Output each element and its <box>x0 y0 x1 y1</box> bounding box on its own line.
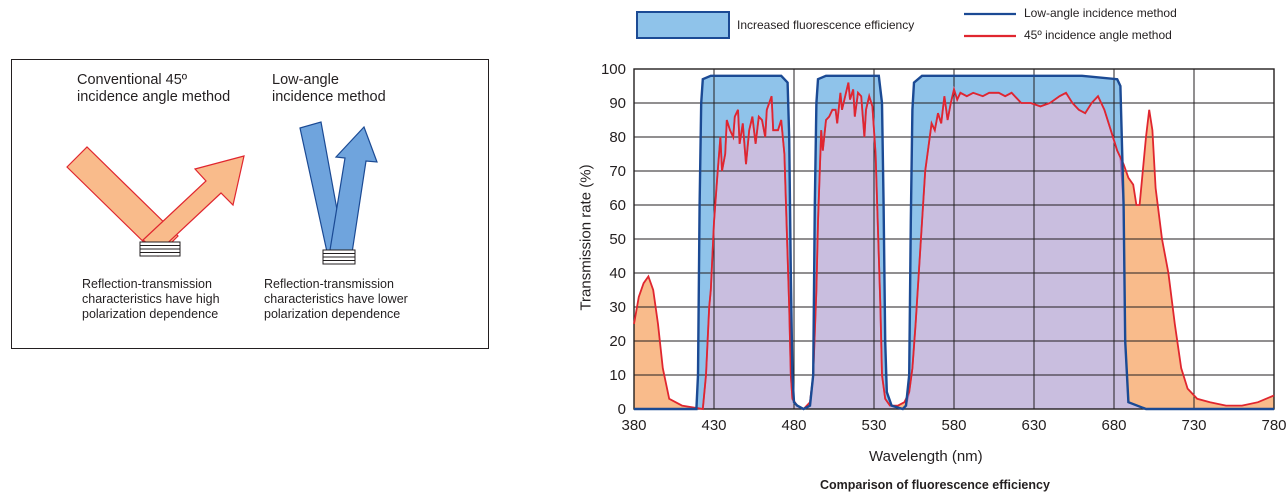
legend-efficiency-swatch <box>636 11 730 39</box>
conventional-caption: Reflection-transmission characteristics … <box>82 277 220 321</box>
layered-filter-icon <box>322 249 356 265</box>
incidence-method-diagram <box>11 59 489 349</box>
conventional-incident-arrow <box>66 146 179 257</box>
conventional-curve <box>633 82 1275 411</box>
x-tick-label: 580 <box>941 417 966 434</box>
y-tick-label: 30 <box>609 299 626 316</box>
low-angle-reflected-arrow <box>329 125 378 254</box>
x-tick-label: 530 <box>861 417 886 434</box>
low-angle-curve <box>634 74 1274 411</box>
x-tick-label: 680 <box>1101 417 1126 434</box>
y-tick-label: 20 <box>609 333 626 350</box>
layered-filter-icon <box>139 241 181 257</box>
y-tick-label: 50 <box>609 231 626 248</box>
x-tick-label: 380 <box>621 417 646 434</box>
y-tick-label: 80 <box>609 129 626 146</box>
legend-efficiency-label: Increased fluorescence efficiency <box>737 18 915 32</box>
y-tick-label: 40 <box>609 265 626 282</box>
y-tick-label: 90 <box>609 95 626 112</box>
y-tick-label: 10 <box>609 367 626 384</box>
x-tick-label: 630 <box>1021 417 1046 434</box>
legend-low-angle-label: Low-angle incidence method <box>1024 6 1177 20</box>
x-tick-label: 480 <box>781 417 806 434</box>
low-angle-caption: Reflection-transmission characteristics … <box>264 277 408 321</box>
conventional-method-title: Conventional 45º incidence angle method <box>77 72 231 106</box>
x-tick-label: 430 <box>701 417 726 434</box>
low-angle-method-title: Low-angle incidence method <box>272 72 386 106</box>
x-tick-label: 780 <box>1261 417 1286 434</box>
y-tick-label: 0 <box>618 401 626 418</box>
plot-frame <box>633 68 1275 410</box>
y-tick-label: 70 <box>609 163 626 180</box>
x-tick-label: 730 <box>1181 417 1206 434</box>
y-tick-label: 60 <box>609 197 626 214</box>
y-axis-title: Transmission rate (%) <box>577 164 595 311</box>
y-tick-label: 100 <box>601 61 626 78</box>
legend-conventional-label: 45º incidence angle method <box>1024 28 1172 42</box>
x-axis-title: Wavelength (nm) <box>869 448 983 465</box>
chart-title: Comparison of fluorescence efficiency <box>820 478 1050 492</box>
